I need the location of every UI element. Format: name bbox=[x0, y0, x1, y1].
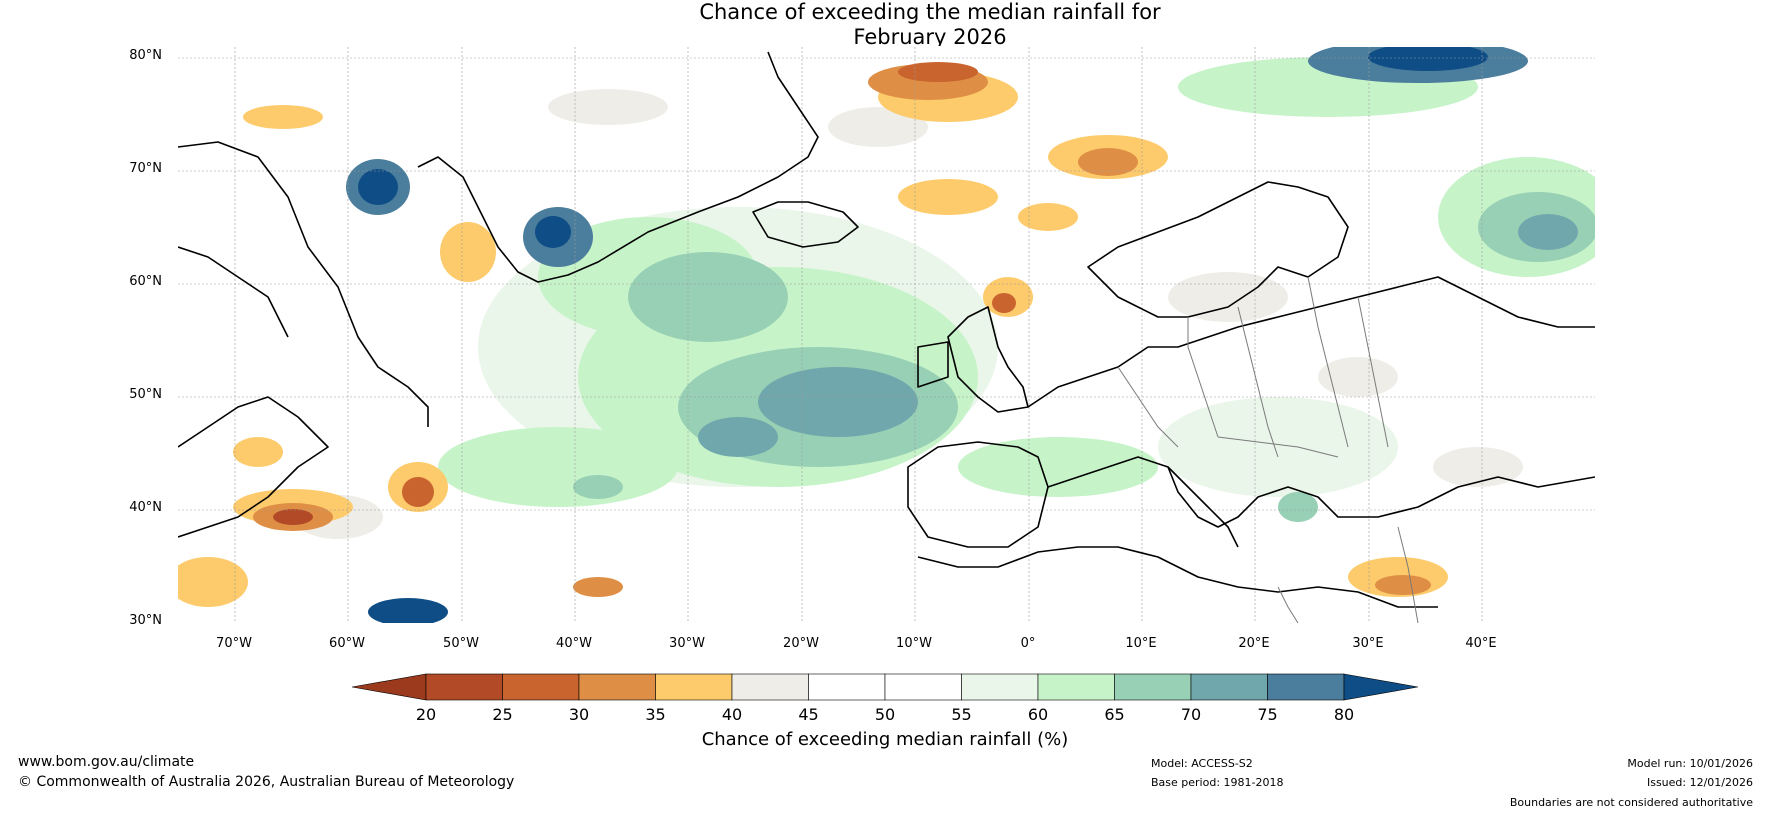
colorbar-tick-label: 45 bbox=[798, 705, 819, 724]
footer-model: Model: ACCESS-S2 bbox=[1151, 757, 1253, 770]
colorbar-svg bbox=[351, 673, 1419, 701]
colorbar-tick-label: 40 bbox=[721, 705, 743, 724]
colorbar-segment bbox=[884, 673, 962, 701]
colorbar-segment bbox=[1037, 673, 1115, 701]
colorbar-tick-label: 60 bbox=[1027, 705, 1049, 724]
country-borders bbox=[1117, 276, 1419, 623]
footer-disclaimer: Boundaries are not considered authoritat… bbox=[1509, 796, 1753, 809]
colorbar-under-arrow bbox=[351, 673, 427, 701]
colorbar-label: Chance of exceeding median rainfall (%) bbox=[701, 729, 1069, 750]
lon-label-30w: 30°W bbox=[669, 636, 705, 651]
lon-label-40e: 40°E bbox=[1465, 636, 1497, 651]
colorbar-tick-label: 70 bbox=[1180, 705, 1202, 724]
colorbar-over-arrow bbox=[1343, 673, 1419, 701]
colorbar-tick-label: 20 bbox=[415, 705, 437, 724]
colorbar-segment bbox=[731, 673, 809, 701]
colorbar-segment bbox=[1190, 673, 1268, 701]
footer-copyright: © Commonwealth of Australia 2026, Austra… bbox=[18, 774, 515, 790]
lon-label-10e: 10°E bbox=[1125, 636, 1157, 651]
colorbar-tick-label: 75 bbox=[1257, 705, 1278, 724]
footer-issued: Issued: 12/01/2026 bbox=[1646, 776, 1753, 789]
lon-label-30e: 30°E bbox=[1352, 636, 1384, 651]
footer-base-period: Base period: 1981-2018 bbox=[1151, 776, 1284, 789]
lat-label-30n: 30°N bbox=[129, 613, 162, 628]
lon-label-50w: 50°W bbox=[443, 636, 479, 651]
colorbar bbox=[351, 672, 1419, 702]
footer-website: www.bom.gov.au/climate bbox=[18, 754, 195, 770]
graticule bbox=[178, 47, 1595, 623]
rainfall-map bbox=[177, 46, 1596, 624]
colorbar-tick-label: 50 bbox=[874, 705, 896, 724]
title-line-2: February 2026 bbox=[853, 25, 1007, 49]
coastlines bbox=[178, 51, 1595, 608]
lat-label-70n: 70°N bbox=[129, 161, 162, 176]
colorbar-segment bbox=[502, 673, 580, 701]
colorbar-tick-label: 25 bbox=[492, 705, 513, 724]
lon-label-60w: 60°W bbox=[329, 636, 365, 651]
map-title: Chance of exceeding the median rainfall … bbox=[0, 0, 1770, 50]
colorbar-segment bbox=[655, 673, 733, 701]
colorbar-segment bbox=[808, 673, 886, 701]
colorbar-tick-label: 35 bbox=[645, 705, 666, 724]
colorbar-tick-label: 80 bbox=[1333, 705, 1355, 724]
lon-label-40w: 40°W bbox=[556, 636, 592, 651]
lat-label-40n: 40°N bbox=[129, 500, 162, 515]
lat-label-80n: 80°N bbox=[129, 48, 162, 63]
map-canvas bbox=[178, 47, 1595, 623]
colorbar-tick-label: 65 bbox=[1104, 705, 1125, 724]
colorbar-segment bbox=[578, 673, 656, 701]
colorbar-tick-label: 55 bbox=[951, 705, 972, 724]
lon-label-20e: 20°E bbox=[1238, 636, 1270, 651]
colorbar-segment bbox=[425, 673, 503, 701]
footer-model-run: Model run: 10/01/2026 bbox=[1627, 757, 1753, 770]
lon-label-70w: 70°W bbox=[216, 636, 252, 651]
colorbar-segment bbox=[961, 673, 1039, 701]
colorbar-segment bbox=[1114, 673, 1192, 701]
lon-label-20w: 20°W bbox=[783, 636, 819, 651]
lon-label-0: 0° bbox=[1020, 636, 1036, 651]
probability-shading bbox=[178, 47, 1595, 623]
colorbar-tick-label: 30 bbox=[568, 705, 590, 724]
title-line-1: Chance of exceeding the median rainfall … bbox=[699, 0, 1161, 24]
lat-label-50n: 50°N bbox=[129, 387, 162, 402]
lat-label-60n: 60°N bbox=[129, 274, 162, 289]
lon-label-10w: 10°W bbox=[896, 636, 932, 651]
colorbar-segment bbox=[1267, 673, 1345, 701]
